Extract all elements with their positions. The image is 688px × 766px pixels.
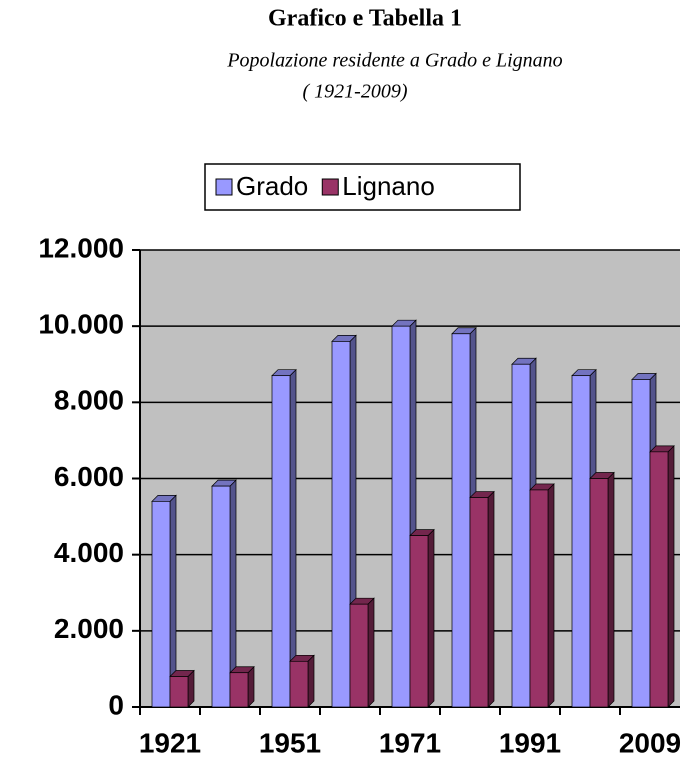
bar (571, 375, 591, 708)
bar (451, 333, 471, 708)
bar-side (487, 490, 495, 708)
bar (169, 676, 189, 708)
bar (649, 451, 669, 708)
legend-label: Grado (236, 171, 308, 201)
bar (409, 535, 429, 708)
y-tick-label: 12.000 (38, 232, 124, 263)
y-tick-label: 8.000 (54, 385, 124, 416)
bar (151, 501, 171, 708)
bar-side (367, 597, 375, 708)
x-tick-label: 1991 (499, 727, 561, 758)
x-tick-label: 2009 (619, 727, 681, 758)
bar (631, 379, 651, 708)
bar (211, 485, 231, 708)
y-tick-label: 6.000 (54, 461, 124, 492)
x-tick-label: 1971 (379, 727, 441, 758)
legend-swatch (215, 178, 233, 196)
bar (529, 489, 549, 708)
legend-swatch (321, 178, 339, 196)
y-tick-label: 0 (108, 689, 124, 720)
legend-box (204, 163, 521, 211)
bar (391, 325, 411, 708)
bar-side (547, 483, 555, 708)
bar-side (667, 444, 675, 708)
y-tick-label: 10.000 (38, 309, 124, 340)
chart-subtitle: Popolazione residente a Grado e Lignano (226, 50, 562, 72)
bar (589, 478, 609, 708)
bar (331, 341, 351, 708)
legend-label: Lignano (342, 171, 435, 201)
bar (271, 375, 291, 708)
x-tick-label: 1951 (259, 727, 321, 758)
chart-subtitle: ( 1921-2009) (303, 81, 408, 103)
bar-side (427, 528, 435, 708)
bar (229, 672, 249, 708)
y-tick-label: 2.000 (54, 613, 124, 644)
bar-side (607, 471, 615, 708)
bar (469, 497, 489, 708)
bar (511, 363, 531, 708)
bar-side (247, 665, 255, 708)
bar (289, 660, 309, 708)
bar (349, 603, 369, 708)
chart-title: Grafico e Tabella 1 (268, 6, 462, 32)
y-tick-label: 4.000 (54, 537, 124, 568)
bar-side (307, 654, 315, 708)
x-tick-label: 1921 (139, 727, 201, 758)
